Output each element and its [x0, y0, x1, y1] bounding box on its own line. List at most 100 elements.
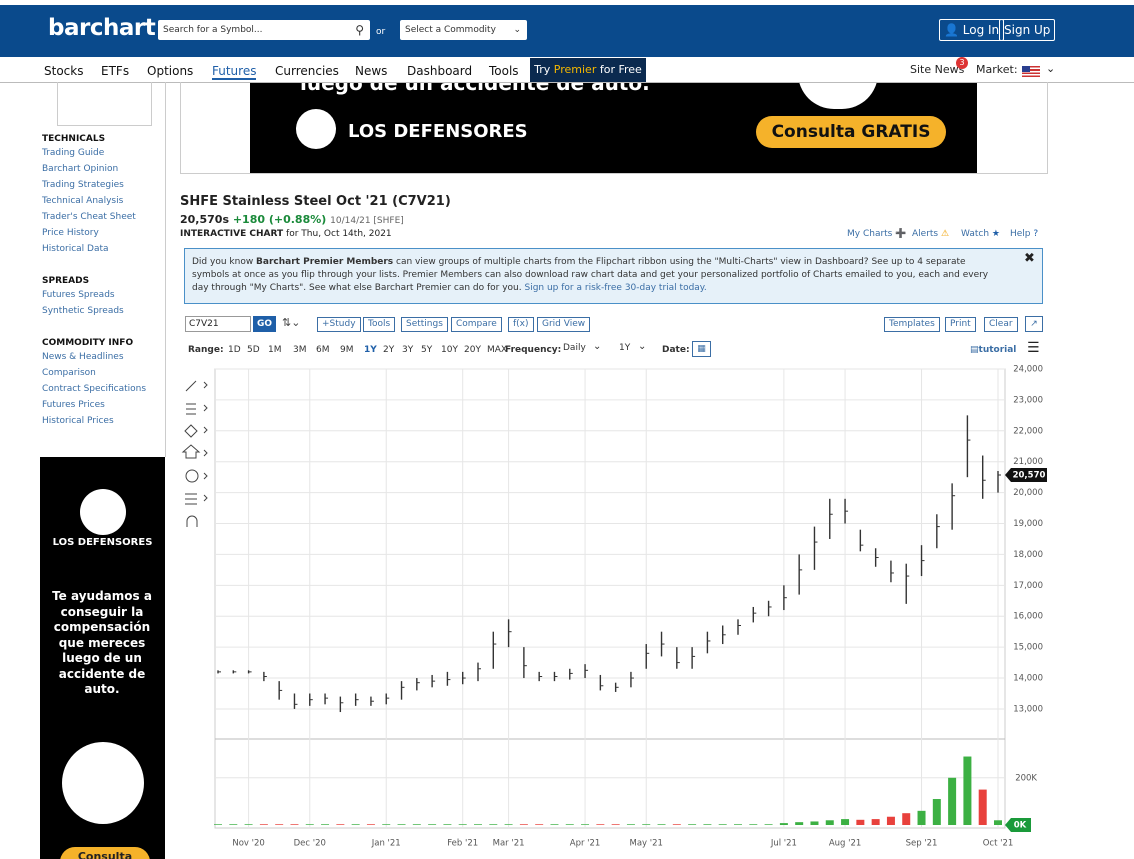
quote-link[interactable]: My Charts ➕ — [847, 229, 906, 239]
range-item[interactable]: 9M — [340, 345, 354, 355]
sidebar-link[interactable]: Historical Prices — [42, 416, 114, 426]
banner-ad[interactable]: luego de un accidente de auto. LOS DEFEN… — [250, 83, 977, 173]
sidebar-link[interactable]: News & Headlines — [42, 352, 124, 362]
toolbar-button[interactable]: +Study — [317, 317, 361, 332]
volume-bar — [749, 824, 758, 825]
quote-link[interactable]: Help ? — [1010, 229, 1038, 239]
volume-bar — [504, 824, 513, 825]
volume-badge-label: 0K — [1014, 821, 1027, 831]
side-ad[interactable]: LOS DEFENSORES Te ayudamos a conseguir l… — [40, 457, 165, 859]
symbol-input[interactable]: C7V21 — [185, 316, 251, 332]
market-caret[interactable]: ⌄ — [1046, 62, 1056, 75]
sidebar-link[interactable]: Futures Spreads — [42, 290, 115, 300]
signup-button[interactable]: Sign Up — [999, 19, 1056, 41]
quote-link[interactable]: Alerts ⚠ — [912, 229, 949, 239]
search-box[interactable]: Search for a Symbol... ⚲ — [158, 20, 370, 40]
range-item[interactable]: 20Y — [464, 345, 481, 355]
info-link[interactable]: Sign up for a risk-free 30-day trial tod… — [524, 283, 707, 293]
search-icon[interactable]: ⚲ — [355, 23, 364, 37]
date-picker[interactable]: ▦ — [692, 341, 711, 357]
expand-button[interactable]: ↗ — [1025, 316, 1043, 332]
nav-item[interactable]: Stocks — [44, 64, 84, 78]
range-item[interactable]: 10Y — [441, 345, 458, 355]
volume-bar — [290, 824, 299, 825]
sidebar-link[interactable]: Barchart Opinion — [42, 164, 119, 174]
banner-tagline: luego de un accidente de auto. — [300, 83, 650, 95]
nav-item[interactable]: News — [355, 64, 388, 78]
try: Try — [534, 63, 551, 76]
range-item[interactable]: 1M — [268, 345, 282, 355]
nav-item[interactable]: Options — [147, 64, 194, 78]
try-premier[interactable]: Try Premier for Free — [530, 58, 646, 82]
sidebar-title: TECHNICALS — [42, 134, 106, 144]
sidebar-link[interactable]: Comparison — [42, 368, 96, 378]
toolbar-button[interactable]: f(x) — [508, 317, 534, 332]
sidebar-link[interactable]: Futures Prices — [42, 400, 105, 410]
range-label: Range: — [188, 345, 224, 355]
info-close[interactable]: ✖ — [1024, 251, 1035, 266]
sidebar-link[interactable]: Price History — [42, 228, 99, 238]
price: 20,570s — [180, 213, 229, 226]
range-item[interactable]: 2Y — [383, 345, 395, 355]
toolbar-button[interactable]: Clear — [984, 317, 1018, 332]
volume-bar — [871, 819, 880, 825]
search-placeholder: Search for a Symbol... — [163, 25, 263, 35]
volume-bar — [963, 756, 972, 825]
period[interactable]: 1Y — [619, 343, 631, 353]
market-label[interactable]: Market: — [976, 63, 1018, 76]
logo[interactable]: barchart — [48, 15, 156, 41]
drawing-tools[interactable] — [181, 380, 208, 527]
range-item[interactable]: 5Y — [421, 345, 433, 355]
range-item[interactable]: 1Y — [364, 345, 377, 355]
sidebar-link[interactable]: Trading Guide — [42, 148, 105, 158]
toolbar-button[interactable]: Compare — [451, 317, 502, 332]
x-tick-label: Aug '21 — [829, 839, 861, 849]
sidebar-link[interactable]: Contract Specifications — [42, 384, 147, 394]
volume-bar — [489, 824, 498, 825]
nav-item[interactable]: Tools — [489, 64, 519, 78]
volume-bar — [351, 824, 360, 825]
quote-link[interactable]: Watch ★ — [961, 229, 1000, 239]
nav-item[interactable]: Dashboard — [407, 64, 473, 78]
chart-label: INTERACTIVE CHART — [180, 229, 284, 239]
nav-item[interactable]: Futures — [212, 64, 257, 80]
compare-icon[interactable]: ⇅⌄ — [282, 316, 301, 329]
go-button[interactable]: GO — [253, 316, 276, 332]
tutorial-link[interactable]: ▤tutorial — [970, 345, 1017, 355]
nav-item[interactable]: ETFs — [101, 64, 130, 78]
volume-bar — [856, 819, 865, 825]
quote-date: 10/14/21 [SHFE] — [330, 216, 404, 226]
y-tick-label: 20,000 — [1013, 488, 1043, 498]
caret: ⌄ — [638, 341, 647, 352]
sidebar-link[interactable]: Trader's Cheat Sheet — [42, 212, 136, 222]
volume-bar — [412, 824, 421, 825]
range-item[interactable]: 3M — [293, 345, 307, 355]
us-flag[interactable] — [1022, 66, 1040, 77]
sidebar-link[interactable]: Historical Data — [42, 244, 109, 254]
menu-icon[interactable]: ☰ — [1027, 340, 1040, 356]
last-price-badge — [1005, 468, 1047, 483]
toolbar-button[interactable]: Settings — [401, 317, 448, 332]
range-item[interactable]: 1D — [228, 345, 241, 355]
range-item[interactable]: 6M — [316, 345, 330, 355]
site-news[interactable]: Site News — [910, 63, 965, 76]
toolbar-button[interactable]: Tools — [363, 317, 396, 332]
toolbar-button[interactable]: Print — [945, 317, 976, 332]
frequency[interactable]: Daily — [563, 343, 586, 353]
range-item[interactable]: 3Y — [402, 345, 414, 355]
volume-bar — [902, 813, 911, 825]
sidebar-link[interactable]: Synthetic Spreads — [42, 306, 124, 316]
sidebar-link[interactable]: Trading Strategies — [42, 180, 124, 190]
side-ad-cta: Consulta — [60, 847, 150, 859]
nav-border — [0, 82, 1134, 83]
sidebar-link[interactable]: Technical Analysis — [42, 196, 124, 206]
commodity-select[interactable]: Select a Commodity ⌄ — [400, 20, 527, 40]
nav-item[interactable]: Currencies — [275, 64, 339, 78]
volume-bar — [642, 824, 651, 825]
range-item[interactable]: MAX — [487, 345, 508, 355]
toolbar-button[interactable]: Grid View — [537, 317, 591, 332]
info-pre: Did you know — [192, 257, 257, 267]
toolbar-button[interactable]: Templates — [884, 317, 940, 332]
login-button[interactable]: 👤 Log In — [939, 19, 1005, 41]
range-item[interactable]: 5D — [247, 345, 260, 355]
